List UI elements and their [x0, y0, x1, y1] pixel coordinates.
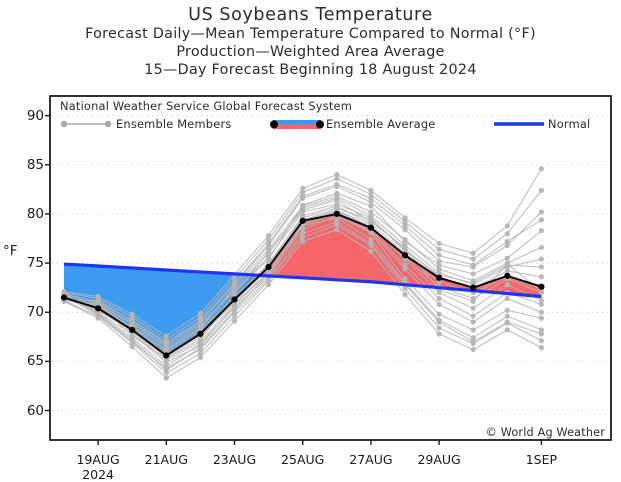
x-axis-tick-label: 27AUG	[349, 452, 393, 467]
axis-ticks	[45, 114, 543, 445]
y-axis-tick-label: 75	[26, 255, 44, 272]
subtitle-line-2: Production—Weighted Area Average	[176, 44, 445, 60]
x-axis-tick-label: 23AUG	[212, 452, 257, 467]
title-block: US Soybeans Temperature Forecast Daily—M…	[0, 0, 621, 79]
subtitle-line-1: Forecast Daily—Mean Temperature Compared…	[85, 26, 536, 42]
watermark: © World Ag Weather	[485, 426, 605, 439]
legend-normal-label: Normal	[548, 117, 591, 131]
page-title: US Soybeans Temperature	[188, 5, 433, 25]
ensemble-average-line	[60, 210, 545, 359]
normal-line	[63, 262, 542, 299]
y-axis-tick-label: 65	[26, 353, 44, 370]
subtitle-line-3: 15—Day Forecast Beginning 18 August 2024	[144, 62, 477, 78]
legend-item-ensemble-members: Ensemble Members	[60, 116, 231, 132]
y-axis-tick-container: 60 65 70 75 80 85 90	[8, 0, 44, 480]
legend-average-swatch	[270, 120, 324, 129]
x-axis-tick-label: 21AUG	[144, 452, 188, 467]
y-axis-label: °F	[3, 243, 18, 259]
legend-members-swatch	[60, 120, 112, 128]
x-axis-year-label: 2024	[82, 467, 114, 482]
y-axis-tick-label: 60	[26, 402, 44, 419]
y-axis-tick-label: 70	[26, 304, 44, 321]
x-axis-tick-label: 25AUG	[281, 452, 325, 467]
legend-normal-swatch	[494, 122, 544, 126]
legend-item-normal: Normal	[492, 116, 590, 132]
below-normal-fill	[64, 264, 260, 356]
x-axis-tick-label: 19AUG	[76, 452, 120, 467]
y-axis-tick-label: 80	[26, 205, 44, 222]
legend-item-ensemble-average: Ensemble Average	[268, 116, 435, 132]
x-axis-tick-label: 29AUG	[417, 452, 461, 467]
legend-source-label: National Weather Service Global Forecast…	[60, 99, 353, 113]
y-axis-tick-label: 90	[26, 107, 44, 124]
x-axis-tick-label: 1SEP	[525, 452, 558, 467]
legend-average-label: Ensemble Average	[326, 117, 436, 131]
plot-frame	[49, 95, 612, 441]
legend-members-label: Ensemble Members	[116, 117, 232, 131]
y-axis-tick-label: 85	[26, 156, 44, 173]
